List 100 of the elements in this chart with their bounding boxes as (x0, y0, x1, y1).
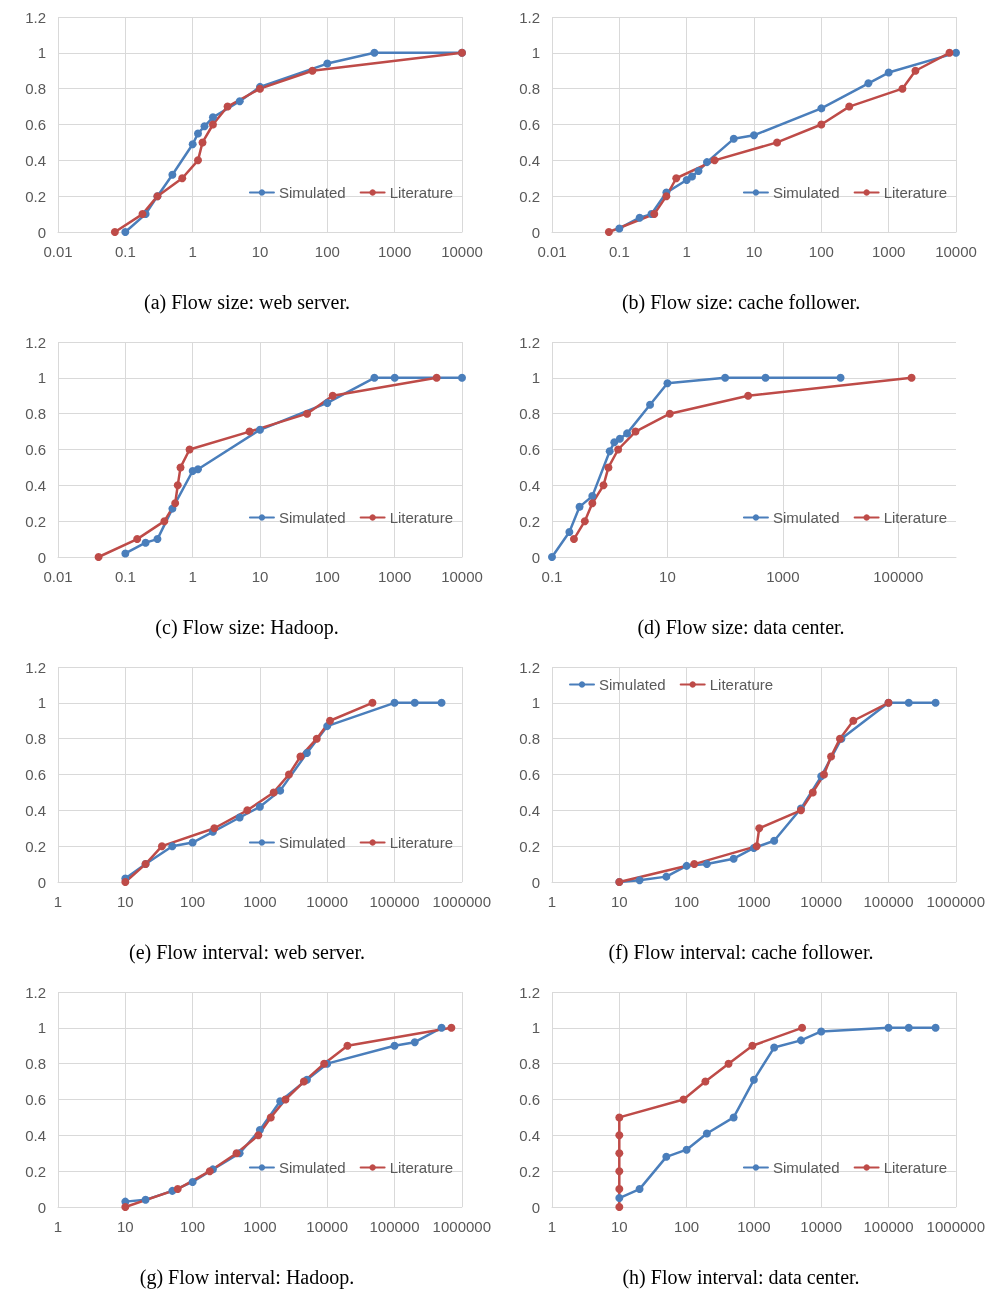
x-tick-label: 1000 (737, 1218, 771, 1235)
y-tick-label: 0 (531, 1198, 540, 1216)
x-tick-label: 1 (53, 1218, 63, 1235)
y-tick-label: 1.2 (25, 8, 46, 26)
y-tick-label: 0.6 (519, 766, 540, 783)
text: (d) Flow size: data center. (637, 616, 845, 639)
x-tick-label: 100000 (873, 568, 924, 585)
legend-label: Simulated (599, 676, 666, 693)
legend-label: Literature (389, 1159, 454, 1176)
y-tick-label: 0.8 (25, 730, 46, 748)
y-tick-label: 0 (531, 873, 540, 891)
y-tick-label: 0.4 (519, 801, 540, 819)
y-tick-label: 1 (37, 1019, 46, 1037)
legend-label: Literature (389, 834, 454, 851)
y-tick-label: 1 (531, 369, 540, 387)
y-tick-label: 1.2 (25, 333, 46, 351)
x-tick-label: 10 (251, 568, 269, 585)
x-tick-label: 10 (610, 1218, 628, 1235)
legend-label: Simulated (278, 184, 346, 201)
y-tick-label: 0.6 (25, 766, 46, 783)
y-tick-label: 1.2 (25, 658, 46, 676)
x-tick-label: 100000 (863, 1218, 914, 1235)
x-tick-label: 1000000 (926, 1218, 986, 1235)
text: (f) Flow interval: cache follower. (608, 941, 874, 964)
x-tick-label: 10000 (441, 568, 483, 585)
y-tick-label: 1 (531, 44, 540, 62)
y-tick-label: 0.2 (519, 187, 540, 205)
y-tick-label: 0.6 (519, 1091, 540, 1108)
y-tick-label: 1 (37, 694, 46, 712)
x-tick-label: 1000 (766, 568, 800, 585)
x-tick-label: 10000 (935, 243, 977, 260)
x-tick-label: 1 (682, 243, 691, 260)
y-tick-label: 0.2 (25, 1162, 46, 1180)
y-tick-label: 0.6 (519, 441, 540, 458)
x-tick-label: 1000 (377, 243, 412, 260)
x-tick-label: 100 (674, 893, 700, 910)
y-tick-label: 0.6 (519, 116, 540, 133)
y-tick-label: 0 (531, 548, 540, 566)
x-tick-label: 10 (610, 893, 628, 910)
y-tick-label: 0 (37, 873, 46, 891)
x-tick-label: 1 (547, 893, 557, 910)
legend-label: Simulated (772, 509, 840, 526)
text: (g) Flow interval: Hadoop. (139, 1266, 355, 1289)
x-tick-label: 1000 (377, 568, 412, 585)
text: (h) Flow interval: data center. (622, 1266, 860, 1289)
legend-label: Literature (389, 509, 454, 526)
x-tick-label: 100000 (369, 1218, 420, 1235)
y-tick-label: 0 (37, 548, 46, 566)
y-tick-label: 1 (531, 694, 540, 712)
legend-label: Literature (883, 509, 948, 526)
x-tick-label: 100 (674, 1218, 700, 1235)
y-tick-label: 1 (37, 369, 46, 387)
x-tick-label: 0.01 (43, 243, 73, 260)
y-tick-label: 1.2 (519, 333, 540, 351)
legend-label: Simulated (772, 184, 840, 201)
y-tick-label: 0.4 (519, 151, 540, 169)
y-tick-label: 0.8 (519, 405, 540, 423)
legend-label: Literature (389, 184, 454, 201)
legend-label: Literature (883, 184, 948, 201)
x-tick-label: 1 (188, 568, 197, 585)
x-tick-label: 100000 (863, 893, 914, 910)
x-tick-label: 100 (808, 243, 834, 260)
x-tick-label: 10 (251, 243, 269, 260)
x-tick-label: 10000 (800, 1218, 843, 1235)
legend-label: Literature (883, 1159, 948, 1176)
x-tick-label: 0.1 (114, 243, 136, 260)
y-tick-label: 1 (37, 44, 46, 62)
y-tick-label: 0.8 (519, 730, 540, 748)
x-tick-label: 10000 (306, 893, 349, 910)
legend-label: Simulated (772, 1159, 840, 1176)
x-tick-label: 1000 (243, 1218, 277, 1235)
x-tick-label: 100 (180, 1218, 206, 1235)
y-tick-label: 0.2 (25, 837, 46, 855)
y-tick-label: 0.4 (25, 476, 46, 494)
x-tick-label: 10 (745, 243, 763, 260)
y-tick-label: 0.4 (519, 476, 540, 494)
x-tick-label: 10000 (306, 1218, 349, 1235)
x-tick-label: 0.01 (537, 243, 567, 260)
y-tick-label: 0.2 (519, 1162, 540, 1180)
legend-label: Simulated (278, 834, 346, 851)
x-tick-label: 100000 (369, 893, 420, 910)
y-tick-label: 0 (37, 223, 46, 241)
y-tick-label: 0.6 (25, 441, 46, 458)
x-tick-label: 100 (314, 243, 340, 260)
y-tick-label: 0.8 (519, 80, 540, 98)
y-tick-label: 1.2 (519, 8, 540, 26)
y-tick-label: 0.6 (25, 116, 46, 133)
y-tick-label: 1.2 (519, 983, 540, 1001)
x-tick-label: 1000000 (432, 893, 492, 910)
y-tick-label: 0.2 (519, 512, 540, 530)
text: (e) Flow interval: web server. (128, 941, 366, 964)
x-tick-label: 10 (116, 1218, 134, 1235)
y-tick-label: 0.2 (25, 187, 46, 205)
legend-label: Simulated (278, 509, 346, 526)
x-tick-label: 100 (180, 893, 206, 910)
y-tick-label: 0.8 (519, 1055, 540, 1073)
y-tick-label: 0.2 (25, 512, 46, 530)
x-tick-label: 1 (188, 243, 197, 260)
y-tick-label: 0 (37, 1198, 46, 1216)
y-tick-label: 0 (531, 223, 540, 241)
